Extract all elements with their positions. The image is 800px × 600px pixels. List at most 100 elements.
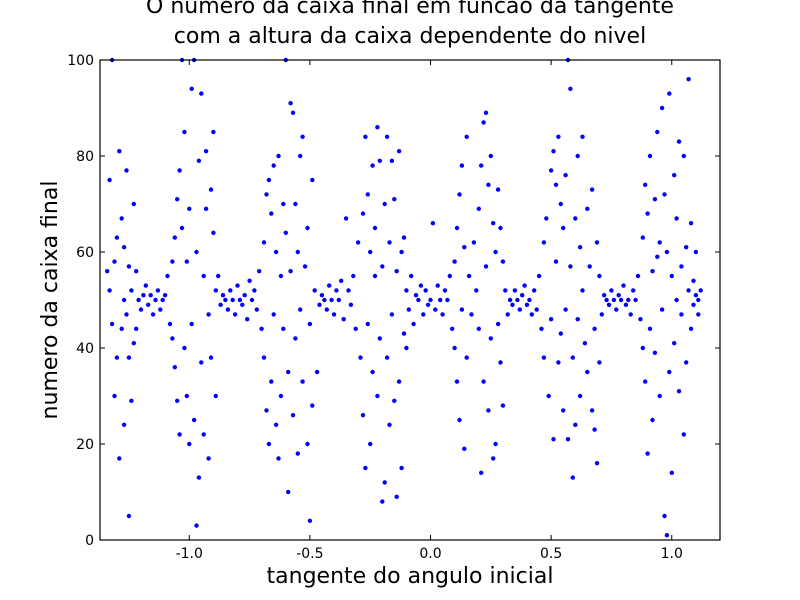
data-point — [327, 283, 332, 288]
data-point — [638, 317, 643, 322]
data-point — [532, 288, 537, 293]
data-point — [245, 317, 250, 322]
data-point — [109, 321, 115, 327]
data-point — [286, 369, 291, 375]
data-point — [551, 149, 556, 154]
data-point — [466, 273, 472, 279]
data-point — [208, 187, 214, 192]
data-point — [237, 297, 243, 303]
data-point — [165, 273, 170, 279]
data-point — [206, 456, 211, 461]
data-point — [464, 355, 469, 360]
data-point — [515, 297, 520, 303]
data-point — [520, 293, 525, 298]
data-point — [368, 249, 373, 255]
data-point — [175, 398, 180, 403]
data-point — [507, 297, 513, 303]
data-point — [628, 312, 633, 317]
data-point — [585, 369, 590, 375]
data-point — [158, 307, 163, 312]
data-point — [187, 441, 192, 447]
data-point — [211, 129, 216, 135]
data-point — [343, 216, 349, 221]
data-point — [394, 494, 399, 499]
data-point — [471, 240, 477, 245]
data-point — [117, 456, 122, 461]
data-point — [271, 163, 276, 168]
data-point — [264, 192, 269, 197]
data-point — [218, 302, 223, 307]
data-point — [483, 264, 489, 269]
data-point — [479, 470, 484, 475]
data-point — [428, 297, 433, 303]
data-point — [589, 187, 595, 192]
data-point — [392, 197, 397, 202]
y-tick-label: 0 — [85, 533, 94, 549]
data-point — [293, 336, 298, 341]
data-point — [148, 293, 153, 298]
data-point — [276, 456, 281, 461]
data-point — [334, 288, 339, 293]
data-point — [541, 355, 547, 360]
data-point — [121, 422, 127, 427]
data-point — [667, 369, 672, 375]
data-point — [358, 355, 363, 360]
data-point — [290, 110, 296, 116]
data-point — [177, 168, 182, 173]
x-tick-label: 1.0 — [661, 546, 683, 562]
data-point — [575, 153, 580, 159]
y-tick-label: 80 — [76, 149, 94, 165]
data-point — [266, 177, 272, 183]
data-point — [693, 293, 699, 298]
data-point — [370, 369, 375, 375]
data-point — [225, 307, 231, 312]
chart-title-line2: com a altura da caixa dependente do nive… — [173, 24, 647, 49]
data-point — [213, 393, 218, 399]
x-tick-label: 0.5 — [540, 546, 562, 562]
data-point — [505, 312, 510, 317]
data-point — [290, 413, 296, 418]
data-point — [380, 499, 385, 504]
data-point — [300, 379, 305, 384]
data-point — [438, 297, 443, 303]
data-point — [126, 264, 132, 269]
data-point — [404, 345, 409, 351]
data-point — [105, 269, 110, 274]
data-point — [143, 283, 148, 288]
data-point — [486, 408, 491, 413]
data-point — [235, 283, 240, 288]
data-point — [597, 273, 602, 279]
data-point — [384, 355, 390, 360]
data-point — [175, 197, 180, 202]
data-point — [240, 302, 245, 307]
data-point — [635, 273, 641, 279]
data-point — [286, 489, 291, 495]
data-point — [652, 350, 658, 355]
data-point — [375, 125, 380, 130]
chart-title-line1: O numero da caixa final em funcao da tan… — [146, 0, 674, 19]
data-point — [524, 302, 530, 307]
data-point — [621, 283, 626, 288]
data-point — [199, 91, 204, 96]
data-point — [454, 379, 460, 384]
data-point — [155, 288, 161, 293]
data-point — [271, 312, 276, 317]
data-point — [281, 326, 286, 331]
data-point — [134, 326, 139, 331]
data-point — [138, 307, 144, 312]
data-point — [360, 211, 366, 216]
data-point — [691, 278, 696, 283]
data-point — [242, 293, 247, 298]
data-point — [491, 221, 496, 226]
data-point — [319, 293, 325, 298]
scatter-points — [105, 57, 703, 538]
data-point — [213, 288, 218, 293]
data-point — [633, 297, 638, 303]
data-point — [476, 206, 481, 211]
data-point — [179, 225, 185, 231]
data-point — [124, 168, 129, 173]
data-point — [136, 297, 141, 303]
data-point — [495, 321, 501, 327]
data-point — [353, 326, 358, 331]
